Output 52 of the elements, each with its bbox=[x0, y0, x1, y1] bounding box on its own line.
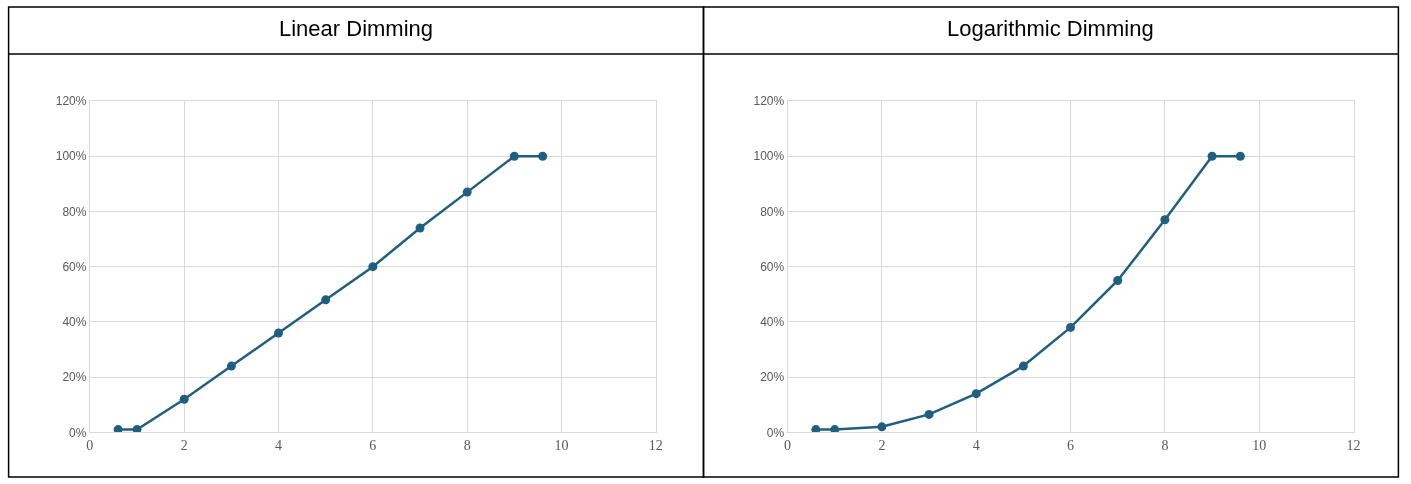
x-tick-label: 2 bbox=[180, 438, 188, 454]
point bbox=[1113, 275, 1123, 285]
y-tick-label: 60% bbox=[62, 259, 87, 274]
y-tick-label: 20% bbox=[62, 370, 87, 385]
point bbox=[811, 425, 821, 433]
x-tick-label: 8 bbox=[1161, 438, 1169, 454]
y-tick-label: 100% bbox=[55, 149, 87, 164]
x-tick-label: 4 bbox=[275, 438, 283, 454]
x-tick-label: 10 bbox=[1252, 438, 1267, 454]
x-tick-label: 10 bbox=[554, 438, 569, 454]
point bbox=[415, 223, 425, 233]
x-tick-label: 0 bbox=[86, 438, 94, 454]
chart-title: Linear Dimming bbox=[279, 16, 434, 41]
point bbox=[830, 425, 840, 433]
point bbox=[538, 151, 548, 161]
point bbox=[1066, 322, 1076, 332]
y-tick-label: 0% bbox=[766, 425, 785, 440]
point bbox=[179, 394, 189, 404]
point bbox=[368, 262, 378, 272]
point bbox=[113, 425, 123, 433]
point bbox=[274, 328, 284, 338]
point bbox=[1235, 151, 1245, 161]
point bbox=[924, 409, 934, 419]
y-tick-label: 120% bbox=[753, 94, 785, 109]
point bbox=[1160, 215, 1170, 225]
x-tick-label: 12 bbox=[1346, 438, 1361, 454]
x-tick-label: 6 bbox=[369, 438, 377, 454]
x-tick-label: 0 bbox=[784, 438, 792, 454]
x-tick-label: 6 bbox=[1067, 438, 1075, 454]
point bbox=[877, 422, 887, 432]
x-tick-label: 12 bbox=[648, 438, 663, 454]
y-tick-label: 60% bbox=[760, 259, 785, 274]
chart-title: Logarithmic Dimming bbox=[947, 16, 1154, 41]
point bbox=[226, 361, 236, 371]
x-tick-label: 4 bbox=[972, 438, 980, 454]
y-tick-label: 80% bbox=[760, 204, 785, 219]
y-tick-label: 120% bbox=[55, 94, 87, 109]
point bbox=[1207, 151, 1217, 161]
y-tick-label: 40% bbox=[760, 315, 785, 330]
x-tick-label: 2 bbox=[878, 438, 886, 454]
point bbox=[1018, 361, 1028, 371]
x-tick-label: 8 bbox=[463, 438, 471, 454]
y-tick-label: 40% bbox=[62, 315, 87, 330]
point bbox=[971, 389, 981, 399]
point bbox=[132, 425, 142, 433]
point bbox=[509, 151, 519, 161]
y-tick-label: 80% bbox=[62, 204, 87, 219]
point bbox=[321, 295, 331, 305]
y-tick-label: 0% bbox=[69, 425, 87, 440]
y-tick-label: 20% bbox=[760, 370, 785, 385]
y-tick-label: 100% bbox=[753, 149, 785, 164]
point bbox=[462, 187, 472, 197]
